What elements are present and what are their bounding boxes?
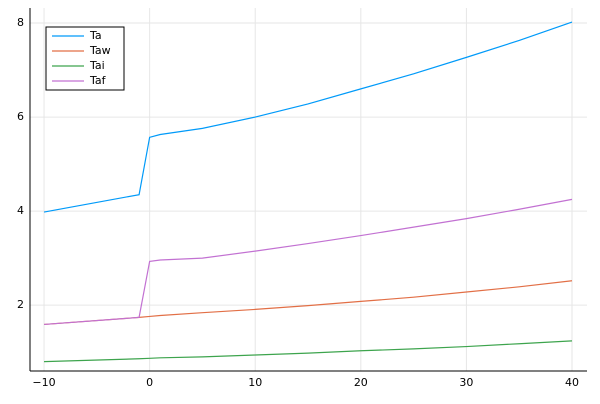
y-tick-label: 6 [17,110,24,123]
legend-label: Tai [89,59,105,72]
y-tick-label: 2 [17,298,24,311]
x-tick-label: 0 [146,376,153,389]
legend-label: Ta [89,29,102,42]
y-tick-label: 8 [17,16,24,29]
legend-box [45,26,125,91]
x-tick-label: 40 [565,376,579,389]
series-line [44,340,573,363]
x-tick-label: 10 [248,376,262,389]
series-line [43,21,573,213]
legend-label: Taf [89,74,107,87]
x-tick-label: −10 [32,376,55,389]
x-tick-label: 20 [354,376,368,389]
series-line [43,198,573,326]
legend-label: Taw [89,44,111,57]
x-tick-label: 30 [459,376,473,389]
series-line [43,280,573,326]
y-tick-label: 4 [17,204,24,217]
